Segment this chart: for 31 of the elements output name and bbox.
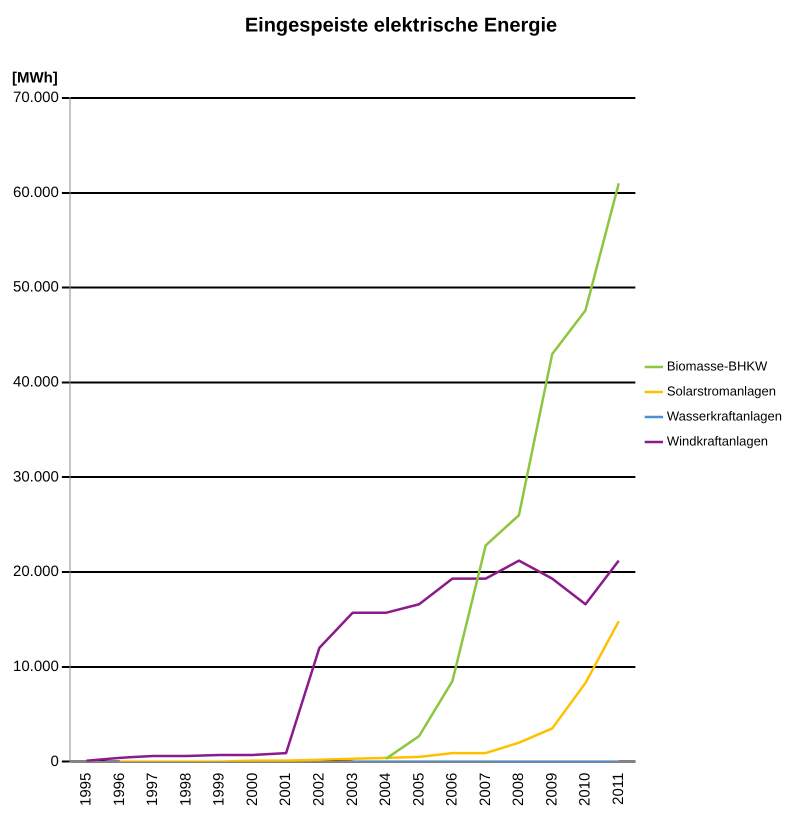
- y-tick-label: 70.000: [12, 89, 59, 106]
- x-tick-label: 2000: [244, 772, 261, 806]
- y-tick-label: 40.000: [12, 374, 59, 391]
- legend-label: Windkraftanlagen: [666, 434, 768, 449]
- y-axis-title: [MWh]: [12, 70, 58, 87]
- x-tick-label: 1995: [78, 772, 95, 806]
- y-tick-label: 10.000: [12, 658, 59, 675]
- x-tick-label: 2006: [444, 772, 461, 806]
- x-tick-label: 1999: [210, 772, 228, 806]
- legend-label: Solarstromanlagen: [666, 384, 776, 399]
- x-tick-label: 1998: [177, 772, 194, 806]
- x-tick-label: 2010: [576, 772, 594, 806]
- y-tick-label: 20.000: [12, 563, 59, 580]
- y-tick-label: 0: [50, 752, 59, 770]
- y-tick-label: 50.000: [12, 278, 59, 296]
- x-tick-label: 2004: [377, 772, 394, 806]
- x-tick-label: 2011: [610, 772, 627, 805]
- x-tick-label: 2003: [344, 772, 361, 806]
- x-tick-label: 2009: [543, 772, 560, 806]
- y-tick-label: 30.000: [12, 468, 59, 486]
- x-tick-label: 1996: [110, 772, 128, 806]
- legend-label: Biomasse-BHKW: [666, 358, 768, 374]
- x-tick-label: 1997: [144, 772, 162, 806]
- x-tick-label: 2001: [277, 772, 294, 806]
- x-tick-label: 2007: [476, 772, 494, 806]
- y-tick-label: 60.000: [12, 184, 59, 201]
- x-tick-label: 2002: [310, 772, 328, 806]
- chart-title: Eingespeiste elektrische Energie: [244, 14, 558, 37]
- legend-label: Wasserkraftanlagen: [666, 408, 782, 424]
- x-tick-label: 2008: [510, 772, 528, 806]
- x-tick-label: 2005: [410, 772, 428, 806]
